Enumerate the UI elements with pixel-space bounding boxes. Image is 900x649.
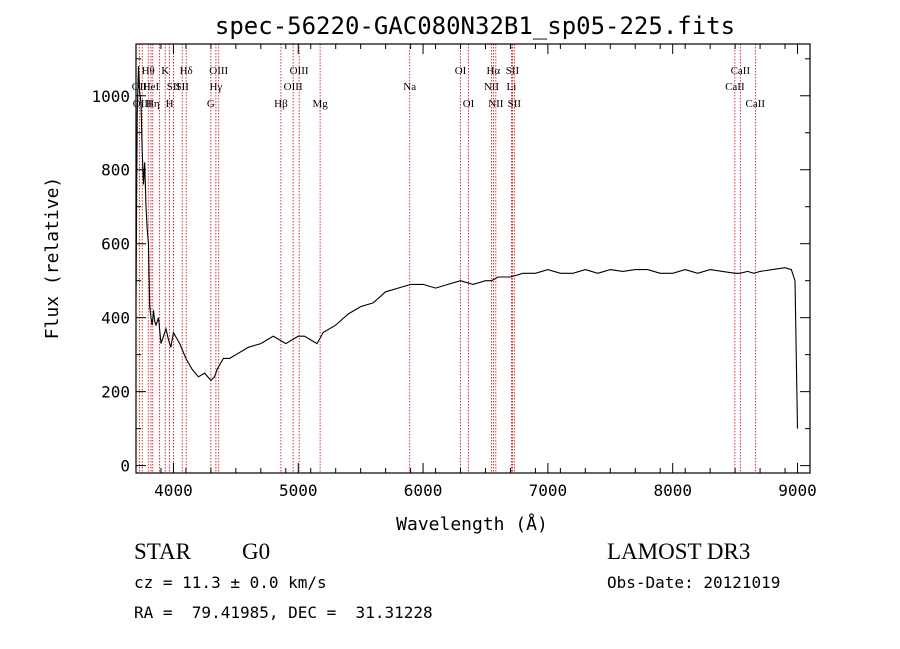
x-tick-label: 8000 <box>653 481 692 500</box>
spectral-line-label: OIII <box>290 65 309 77</box>
spectral-line-label: CaII <box>731 65 751 77</box>
x-tick-label: 4000 <box>154 481 193 500</box>
spectral-line-label: Li <box>507 81 517 93</box>
spectral-line-label: CaII <box>725 81 745 93</box>
spectral-line-label: Hθ <box>142 65 155 77</box>
spectral-line-label: OIII <box>209 65 228 77</box>
spectral-line-label: SII <box>508 98 522 110</box>
coordinates: RA = 79.41985, DEC = 31.31228 <box>134 603 433 622</box>
y-axis-label: Flux (relative) <box>42 177 63 340</box>
x-tick-label: 9000 <box>778 481 817 500</box>
y-tick-label: 800 <box>101 161 130 180</box>
y-tick-label: 0 <box>120 457 130 476</box>
x-tick-label: 5000 <box>279 481 318 500</box>
spectral-line-label: OI <box>463 98 475 110</box>
axes: 4000 5000 6000 7000 8000 9000 0 200 400 600 800 100… <box>91 44 817 500</box>
spectral-line-label: SII <box>175 81 189 93</box>
spectral-line-label: K <box>161 65 169 77</box>
spectral-line-label: Na <box>403 81 416 93</box>
object-subclass: G0 <box>242 539 271 564</box>
spectral-line-label: SII <box>506 65 520 77</box>
x-tick-label: 6000 <box>404 481 443 500</box>
spectral-line-label: CaII <box>746 98 766 110</box>
spectral-line-label: Hγ <box>209 81 222 93</box>
chart-title: spec-56220-GAC080N32B1_sp05-225.fits <box>215 12 735 40</box>
x-axis-label: Wavelength (Å) <box>396 513 548 535</box>
spectrum-line <box>135 66 799 429</box>
spectral-line-label: HeI <box>143 81 160 93</box>
y-tick-label: 400 <box>101 309 130 328</box>
object-class: STAR <box>134 539 191 564</box>
y-tick-label: 600 <box>101 235 130 254</box>
spectral-line-markers: OIIOIIIHθHeIHηKHSIIHδSIIGHγOIIIHβOIIIOII… <box>132 44 766 473</box>
spectral-line-label: Hδ <box>180 65 193 77</box>
spectral-line-label: G <box>207 98 215 110</box>
spectral-line-label: SII <box>167 81 181 93</box>
spectral-line-label: NII <box>488 98 504 110</box>
plot-frame <box>135 43 811 474</box>
spectral-line-label: H <box>166 98 174 110</box>
x-tick-label: 7000 <box>529 481 568 500</box>
observation-date: Obs-Date: 20121019 <box>607 573 781 592</box>
spectral-line-label: Hβ <box>274 98 288 110</box>
redshift: cz = 11.3 ± 0.0 km/s <box>134 573 327 592</box>
spectral-line-label: Hα <box>486 65 500 77</box>
spectral-line-label: OIII <box>284 81 303 93</box>
spectral-line-label: OI <box>455 65 467 77</box>
y-tick-label: 1000 <box>91 87 130 106</box>
y-tick-label: 200 <box>101 383 130 402</box>
spectral-line-label: Mg <box>312 98 328 110</box>
spectral-line-label: Hη <box>146 98 160 110</box>
survey-name: LAMOST DR3 <box>607 539 751 564</box>
spectral-line-label: NII <box>484 81 500 93</box>
